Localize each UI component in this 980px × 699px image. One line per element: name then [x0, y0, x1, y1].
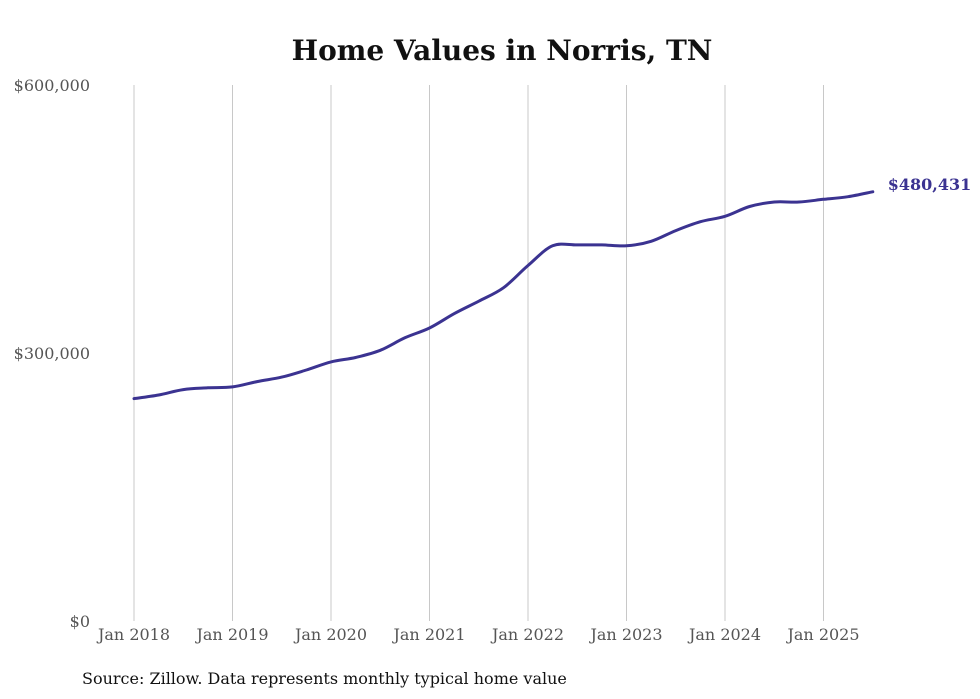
- x-tick-label: Jan 2022: [490, 625, 564, 644]
- source-note: Source: Zillow. Data represents monthly …: [82, 669, 567, 688]
- series-layer: [132, 190, 875, 401]
- x-tick-label: Jan 2023: [588, 625, 662, 644]
- gridlines: [133, 85, 824, 621]
- x-tick-label: Jan 2020: [293, 625, 367, 644]
- x-axis-ticks: Jan 2018 Jan 2019 Jan 2020 Jan 2021 Jan 2022…: [96, 625, 860, 644]
- series-line-0: [132, 190, 875, 401]
- chart-title: Home Values in Norris, TN: [292, 34, 713, 67]
- x-tick-label: Jan 2025: [785, 625, 859, 644]
- x-tick-label: Jan 2019: [194, 625, 268, 644]
- y-tick-label: $0: [70, 612, 90, 631]
- y-tick-label: $300,000: [14, 344, 90, 363]
- x-tick-label: Jan 2018: [96, 625, 170, 644]
- end-value-label: $480,431: [888, 175, 972, 194]
- x-tick-label: Jan 2024: [687, 625, 761, 644]
- x-tick-label: Jan 2021: [391, 625, 465, 644]
- y-tick-label: $600,000: [14, 76, 90, 95]
- y-axis-ticks: $0 $300,000 $600,000: [14, 76, 90, 631]
